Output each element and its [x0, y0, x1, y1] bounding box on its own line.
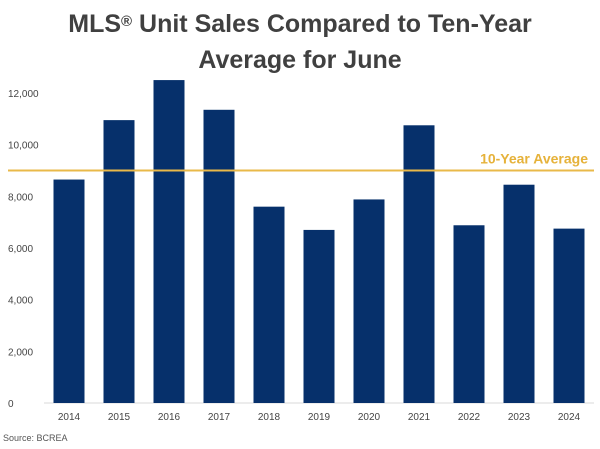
bar-2021: [403, 125, 435, 404]
x-tick-label: 2014: [58, 412, 81, 423]
x-tick-label: 2015: [108, 412, 131, 423]
ten-year-average-label: 10-Year Average: [480, 151, 588, 167]
x-tick-label: 2018: [258, 412, 281, 423]
source-note: Source: BCREA: [3, 433, 68, 443]
bar-2015: [103, 120, 135, 403]
chart-title: MLS® Unit Sales Compared to Ten-Year Ave…: [0, 6, 600, 78]
y-tick-label: 12,000: [8, 89, 39, 100]
x-tick-label: 2019: [308, 412, 331, 423]
bar-2022: [453, 225, 485, 403]
x-tick-label: 2022: [458, 412, 481, 423]
bar-2016: [153, 80, 185, 403]
title-line-1: MLS® Unit Sales Compared to Ten-Year: [68, 10, 532, 38]
bar-2018: [253, 206, 285, 403]
x-tick-label: 2016: [158, 412, 181, 423]
bar-2023: [503, 184, 535, 403]
bar-2024: [553, 228, 585, 403]
bar-2019: [303, 229, 335, 403]
bar-2014: [53, 179, 85, 403]
y-tick-label: 4,000: [8, 296, 33, 307]
y-tick-label: 6,000: [8, 244, 33, 255]
y-tick-label: 2,000: [8, 347, 33, 358]
x-tick-label: 2017: [208, 412, 231, 423]
y-tick-label: 8,000: [8, 192, 33, 203]
bar-2020: [353, 199, 385, 403]
x-tick-label: 2024: [558, 412, 581, 423]
y-tick-label: 10,000: [8, 141, 39, 152]
x-tick-label: 2023: [508, 412, 531, 423]
title-line-2: Average for June: [198, 46, 402, 74]
x-tick-label: 2021: [408, 412, 431, 423]
bar-2017: [203, 109, 235, 404]
x-tick-label: 2020: [358, 412, 381, 423]
y-tick-label: 0: [8, 399, 14, 410]
